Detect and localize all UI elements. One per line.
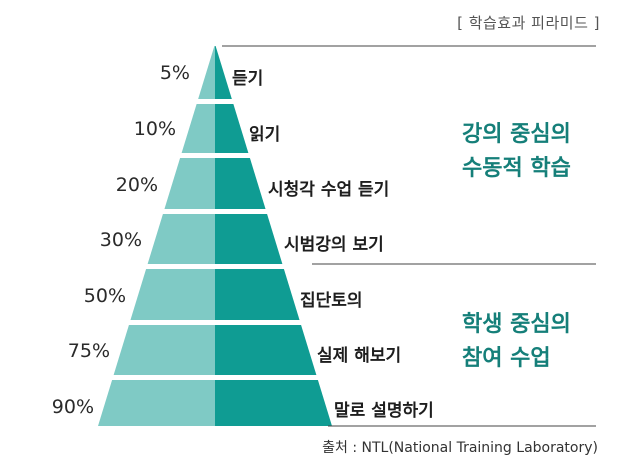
active-group-line1: 학생 중심의 [462, 312, 571, 337]
active-group-line2: 참여 수업 [462, 346, 551, 371]
level-label-1: 듣기 [232, 69, 264, 89]
pyramid-level-1-left [198, 46, 215, 99]
pyramid-level-3-left [164, 158, 215, 209]
pyramid-level-6-right [215, 325, 317, 375]
source-citation: 출처 : NTL(National Training Laboratory) [322, 440, 598, 456]
level-label-6: 실제 해보기 [317, 346, 402, 366]
level-percent-4: 30% [99, 229, 142, 251]
level-percent-6: 75% [67, 340, 110, 362]
pyramid-level-6-left [113, 325, 215, 375]
pyramid-level-7-right [215, 380, 332, 426]
level-label-5: 집단토의 [300, 291, 363, 311]
passive-group-line2: 수동적 학습 [462, 156, 571, 181]
level-percent-7: 90% [51, 396, 94, 418]
level-label-7: 말로 설명하기 [334, 401, 434, 421]
pyramid-level-1-right [215, 46, 232, 99]
level-label-4: 시범강의 보기 [284, 235, 384, 255]
pyramid-level-3-right [215, 158, 266, 209]
passive-group-line1: 강의 중심의 [462, 122, 571, 147]
level-label-2: 읽기 [249, 125, 281, 145]
pyramid-level-5-right [215, 269, 300, 320]
diagram-header: [ 학습효과 피라미드 ] [457, 14, 600, 32]
pyramid-level-2-right [215, 104, 249, 153]
level-label-3: 시청각 수업 듣기 [268, 180, 390, 200]
passive-learning-group: 강의 중심의 수동적 학습 [462, 118, 571, 186]
level-percent-5: 50% [83, 285, 126, 307]
pyramid-level-4-left [147, 214, 215, 264]
level-percent-3: 20% [115, 174, 158, 196]
pyramid-level-7-left [98, 380, 215, 426]
pyramid-level-2-left [181, 104, 215, 153]
active-learning-group: 학생 중심의 참여 수업 [462, 308, 571, 376]
pyramid-level-5-left [130, 269, 215, 320]
level-percent-2: 10% [133, 118, 176, 140]
level-percent-1: 5% [159, 62, 190, 84]
pyramid-level-4-right [215, 214, 283, 264]
